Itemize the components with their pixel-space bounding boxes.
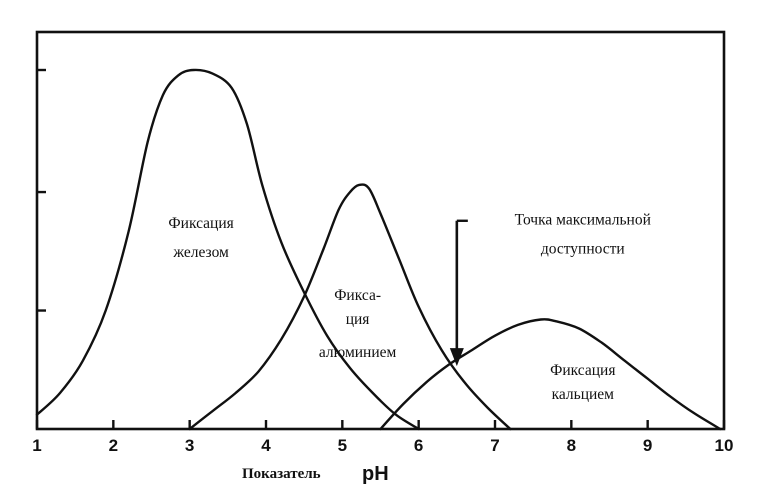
arrow-head: [449, 348, 464, 367]
annotation-line: Точка максимальной: [515, 211, 651, 228]
x-axis-label-word: Показатель: [242, 466, 321, 482]
calcium-fixation-curve: [379, 318, 722, 431]
x-tick-labels: 1 2 3 4 5 6 7 8 9 10: [32, 436, 733, 455]
annotation-line: железом: [172, 244, 229, 261]
annotation-line: Фиксация: [168, 215, 233, 232]
annotations: Фиксация железом Фикса-ция алюминием Точка м…: [168, 211, 650, 403]
aluminum-fixation-curve: [188, 183, 512, 431]
x-tick-label: 2: [109, 436, 118, 455]
x-tick-label: 5: [338, 436, 347, 455]
annotation-line: кальцием: [552, 386, 615, 403]
annotation-iron-fixation: Фиксация железом: [168, 215, 233, 261]
x-tick-label: 4: [261, 436, 271, 455]
x-axis-label-symbol: pH: [362, 463, 389, 485]
availability-arrow: [449, 219, 468, 367]
iron-fixation-curve: [35, 68, 420, 431]
x-tick-label: 6: [414, 436, 423, 455]
annotation-line: алюминием: [319, 344, 397, 361]
x-tick-label: 7: [490, 436, 499, 455]
annotation-line: Фикса-: [334, 287, 381, 304]
x-tick-label: 8: [567, 436, 576, 455]
annotation-line: ция: [346, 311, 370, 328]
annotation-calcium-fixation: Фиксация кальцием: [550, 362, 615, 403]
plot-frame: [35, 30, 726, 431]
x-tick-label: 1: [32, 436, 41, 455]
x-tick-label: 3: [185, 436, 194, 455]
x-tick-label: 10: [715, 436, 734, 455]
series-curves: [35, 68, 722, 431]
x-tick-label: 9: [643, 436, 652, 455]
annotation-line: Фиксация: [550, 362, 615, 379]
annotation-aluminum-fixation: Фикса-ция алюминием: [319, 287, 397, 361]
annotation-line: доступности: [541, 240, 625, 257]
annotation-max-availability: Точка максимальной доступности: [515, 211, 651, 257]
